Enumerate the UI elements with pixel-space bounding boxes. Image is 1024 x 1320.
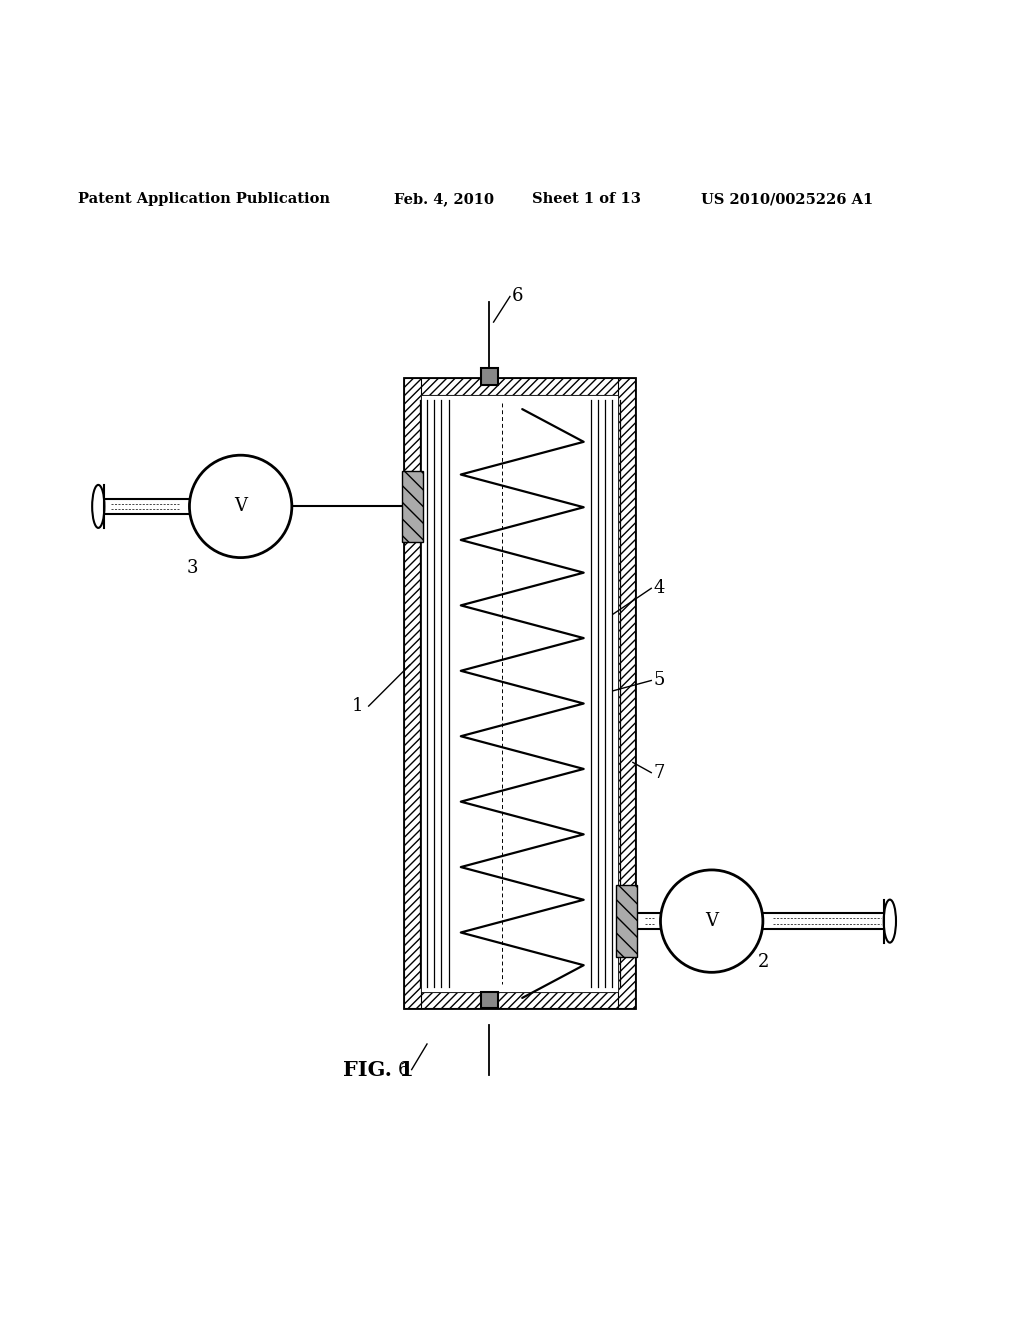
Text: US 2010/0025226 A1: US 2010/0025226 A1 xyxy=(701,191,873,206)
Text: Feb. 4, 2010: Feb. 4, 2010 xyxy=(394,191,495,206)
Circle shape xyxy=(189,455,292,557)
Ellipse shape xyxy=(884,900,896,942)
Text: V: V xyxy=(234,498,247,515)
Bar xyxy=(481,991,498,1008)
Text: 1: 1 xyxy=(352,697,364,715)
Text: 4: 4 xyxy=(653,579,665,598)
Bar xyxy=(404,379,635,1008)
Bar xyxy=(481,368,498,384)
Bar xyxy=(402,470,423,543)
Text: 6: 6 xyxy=(512,288,523,305)
Bar xyxy=(404,379,421,1008)
Bar xyxy=(421,395,618,991)
Bar xyxy=(404,991,635,1008)
Text: 3: 3 xyxy=(186,558,199,577)
Text: 6: 6 xyxy=(398,1060,410,1078)
Text: FIG. 1: FIG. 1 xyxy=(343,1060,414,1080)
Text: Sheet 1 of 13: Sheet 1 of 13 xyxy=(532,191,641,206)
Bar xyxy=(404,379,635,395)
Circle shape xyxy=(660,870,763,973)
Text: 2: 2 xyxy=(758,953,769,972)
Ellipse shape xyxy=(92,484,104,528)
Text: 7: 7 xyxy=(653,764,665,781)
Text: 5: 5 xyxy=(653,672,665,689)
Text: Patent Application Publication: Patent Application Publication xyxy=(78,191,330,206)
Text: V: V xyxy=(706,912,718,931)
Bar xyxy=(616,886,637,957)
Bar xyxy=(618,379,635,1008)
